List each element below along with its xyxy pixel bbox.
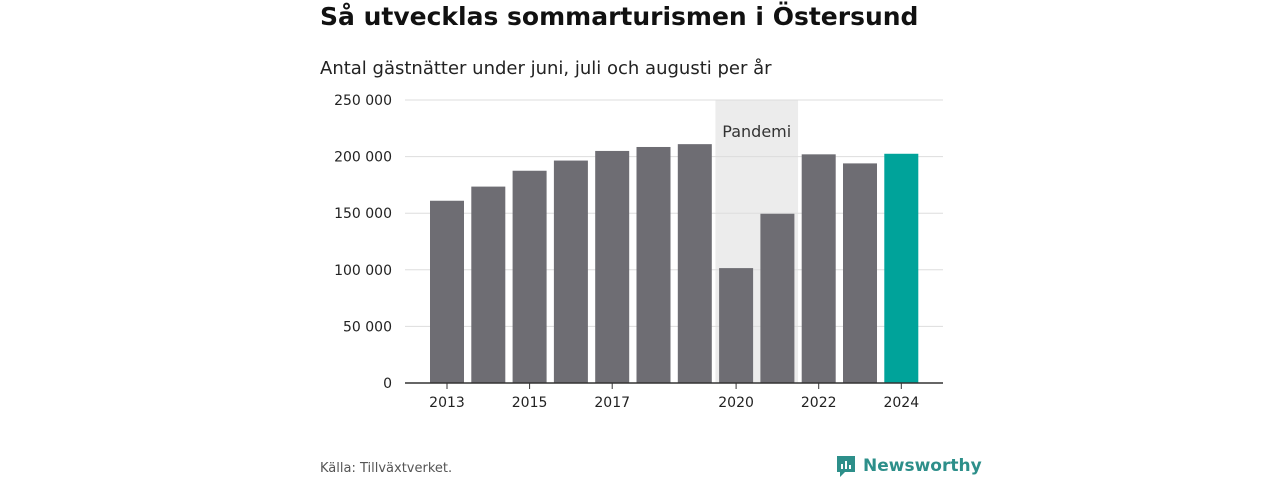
source-note: Källa: Tillväxtverket. [320, 461, 453, 476]
chart-subtitle: Antal gästnätter under juni, juli och au… [320, 58, 772, 79]
x-tick-label: 2020 [718, 395, 754, 411]
y-tick-label: 200 000 [334, 150, 392, 166]
y-tick-label: 50 000 [343, 319, 392, 335]
bar-2019 [677, 144, 712, 383]
bar-2014 [471, 186, 506, 383]
x-tick-label: 2013 [429, 395, 465, 411]
bar-2024 [884, 153, 919, 383]
bar-2022 [801, 154, 836, 383]
newsworthy-logo-icon [837, 456, 855, 477]
y-tick-label: 250 000 [334, 93, 392, 109]
x-tick-label: 2024 [883, 395, 919, 411]
labels: Pandemi 0 50 000 100 000 150 000 200 000 250 0… [334, 93, 919, 411]
bar-2020 [719, 268, 754, 383]
axes [405, 382, 943, 389]
bars [430, 144, 919, 383]
bar-2015 [512, 170, 547, 383]
x-tick-label: 2022 [801, 395, 837, 411]
chart-title: Så utvecklas sommarturismen i Östersund [320, 2, 919, 31]
logo-text: Newsworthy [863, 456, 982, 476]
x-tick-label: 2015 [512, 395, 548, 411]
bar-2021 [760, 213, 795, 383]
bar-2023 [843, 163, 877, 383]
pandemic-label: Pandemi [722, 122, 791, 141]
bar-2016 [553, 160, 588, 383]
x-tick-label: 2017 [594, 395, 630, 411]
y-tick-label: 150 000 [334, 206, 392, 222]
y-tick-label: 100 000 [334, 263, 392, 279]
newsworthy-logo: Newsworthy [835, 454, 982, 478]
bar-2017 [595, 150, 630, 383]
bar-2013 [430, 200, 464, 383]
y-tick-label: 0 [383, 376, 392, 392]
bar-2018 [636, 146, 671, 383]
